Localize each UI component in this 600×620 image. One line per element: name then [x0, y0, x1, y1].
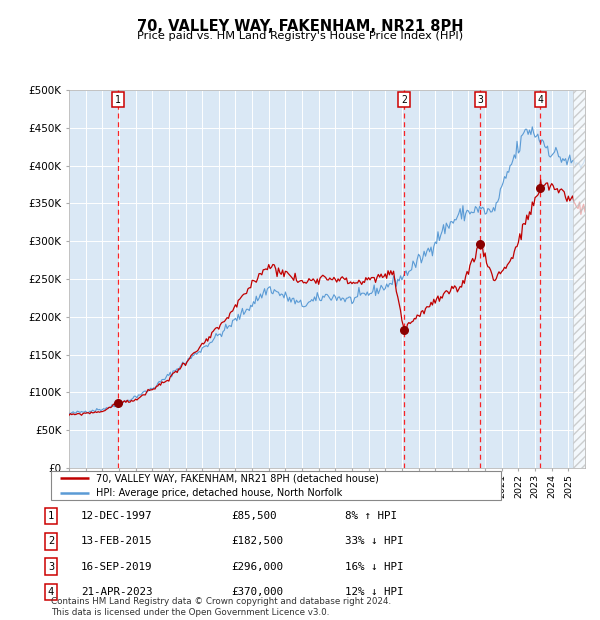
Text: Price paid vs. HM Land Registry's House Price Index (HPI): Price paid vs. HM Land Registry's House … — [137, 31, 463, 41]
Text: £296,000: £296,000 — [231, 562, 283, 572]
Text: 12-DEC-1997: 12-DEC-1997 — [81, 511, 152, 521]
FancyBboxPatch shape — [51, 471, 501, 500]
Text: 16-SEP-2019: 16-SEP-2019 — [81, 562, 152, 572]
Text: 3: 3 — [478, 95, 483, 105]
Text: 16% ↓ HPI: 16% ↓ HPI — [345, 562, 404, 572]
Text: 3: 3 — [48, 562, 54, 572]
Text: Contains HM Land Registry data © Crown copyright and database right 2024.
This d: Contains HM Land Registry data © Crown c… — [51, 598, 391, 617]
Text: 70, VALLEY WAY, FAKENHAM, NR21 8PH (detached house): 70, VALLEY WAY, FAKENHAM, NR21 8PH (deta… — [96, 473, 379, 484]
Text: 33% ↓ HPI: 33% ↓ HPI — [345, 536, 404, 546]
Text: 4: 4 — [48, 587, 54, 597]
Text: 13-FEB-2015: 13-FEB-2015 — [81, 536, 152, 546]
Text: £182,500: £182,500 — [231, 536, 283, 546]
Text: 12% ↓ HPI: 12% ↓ HPI — [345, 587, 404, 597]
Text: 21-APR-2023: 21-APR-2023 — [81, 587, 152, 597]
Polygon shape — [574, 90, 593, 468]
Text: 1: 1 — [115, 95, 121, 105]
Text: 1: 1 — [48, 511, 54, 521]
Text: 2: 2 — [401, 95, 407, 105]
Text: 70, VALLEY WAY, FAKENHAM, NR21 8PH: 70, VALLEY WAY, FAKENHAM, NR21 8PH — [137, 19, 463, 33]
Text: 8% ↑ HPI: 8% ↑ HPI — [345, 511, 397, 521]
Text: £370,000: £370,000 — [231, 587, 283, 597]
Text: £85,500: £85,500 — [231, 511, 277, 521]
Text: 4: 4 — [537, 95, 543, 105]
Text: HPI: Average price, detached house, North Norfolk: HPI: Average price, detached house, Nort… — [96, 487, 342, 498]
Text: 2: 2 — [48, 536, 54, 546]
